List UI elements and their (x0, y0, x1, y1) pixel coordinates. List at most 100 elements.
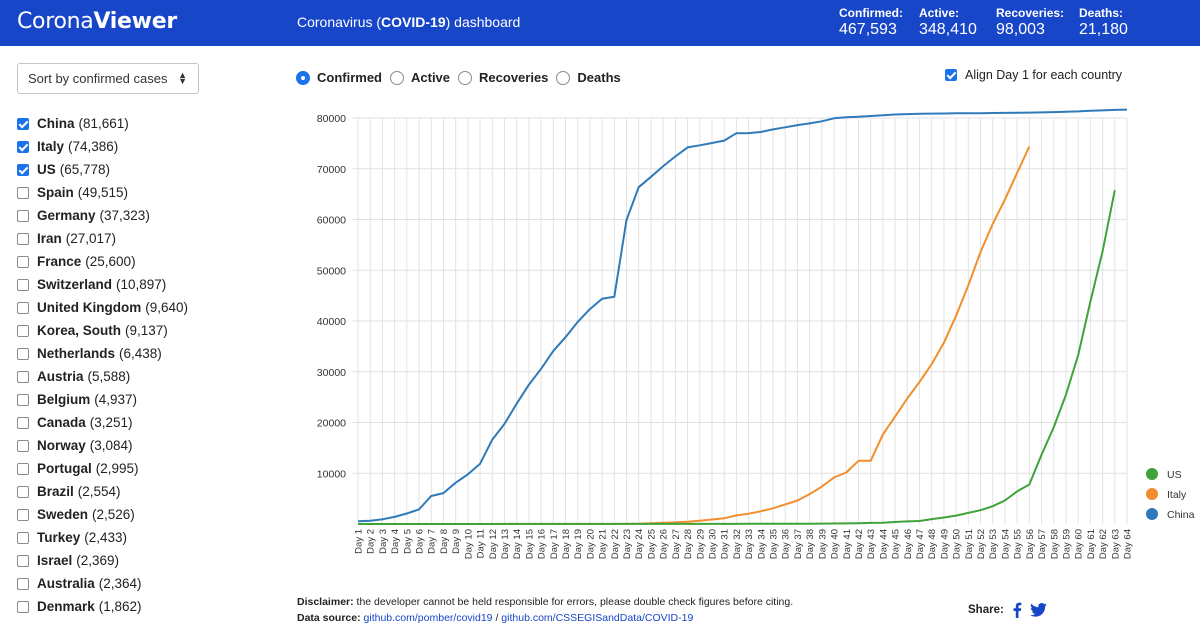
x-tick-label: Day 18 (561, 529, 572, 559)
x-tick-label: Day 55 (1013, 529, 1024, 559)
x-tick-label: Day 5 (402, 529, 413, 554)
country-item-australia[interactable]: Australia (2,364) (17, 572, 188, 595)
country-item-brazil[interactable]: Brazil (2,554) (17, 480, 188, 503)
x-tick-label: Day 30 (707, 529, 718, 559)
country-name: Netherlands (37, 346, 116, 361)
twitter-icon[interactable] (1029, 603, 1047, 617)
country-checkbox[interactable] (17, 370, 29, 383)
country-item-germany[interactable]: Germany (37,323) (17, 204, 188, 227)
country-checkbox[interactable] (17, 577, 29, 590)
country-item-spain[interactable]: Spain (49,515) (17, 181, 188, 204)
country-count: (5,588) (87, 369, 131, 384)
country-checkbox[interactable] (17, 531, 29, 544)
country-checkbox[interactable] (17, 209, 29, 222)
x-tick-label: Day 4 (390, 529, 401, 554)
country-checkbox[interactable] (17, 140, 29, 153)
x-tick-label: Day 27 (671, 529, 682, 559)
x-tick-label: Day 39 (817, 529, 828, 559)
brand-logo[interactable]: CoronaViewer (17, 9, 177, 34)
align-day1-checkbox[interactable] (945, 69, 957, 81)
country-item-turkey[interactable]: Turkey (2,433) (17, 526, 188, 549)
radio-button[interactable] (458, 70, 473, 85)
country-checkbox[interactable] (17, 255, 29, 268)
x-tick-label: Day 60 (1074, 529, 1085, 559)
metric-radio-confirmed[interactable]: Confirmed (296, 70, 382, 85)
country-item-france[interactable]: France (25,600) (17, 250, 188, 273)
country-item-united-kingdom[interactable]: United Kingdom (9,640) (17, 296, 188, 319)
radio-button[interactable] (296, 70, 310, 85)
country-item-netherlands[interactable]: Netherlands (6,438) (17, 342, 188, 365)
country-name: Korea, South (37, 323, 122, 338)
country-item-austria[interactable]: Austria (5,588) (17, 365, 188, 388)
x-tick-label: Day 42 (854, 529, 865, 559)
footer: Disclaimer: the developer cannot be held… (297, 594, 793, 626)
country-name: Spain (37, 185, 74, 200)
radio-button[interactable] (390, 70, 404, 85)
sort-select-label: Sort by confirmed cases (28, 71, 168, 86)
country-item-belgium[interactable]: Belgium (4,937) (17, 388, 188, 411)
country-checkbox[interactable] (17, 324, 29, 337)
country-checkbox[interactable] (17, 485, 29, 498)
country-checkbox[interactable] (17, 508, 29, 521)
country-checkbox[interactable] (17, 117, 29, 130)
country-name: Sweden (37, 507, 89, 522)
y-tick-label: 80000 (317, 113, 346, 125)
sort-select[interactable]: Sort by confirmed cases ▲ ▼ (17, 63, 199, 94)
metric-radio-active[interactable]: Active (390, 70, 450, 85)
x-tick-label: Day 37 (793, 529, 804, 559)
country-item-portugal[interactable]: Portugal (2,995) (17, 457, 188, 480)
metric-radio-deaths[interactable]: Deaths (556, 70, 621, 85)
country-checkbox[interactable] (17, 347, 29, 360)
y-tick-label: 70000 (317, 164, 346, 176)
country-checkbox[interactable] (17, 278, 29, 291)
x-tick-label: Day 23 (622, 529, 633, 559)
country-name: Canada (37, 415, 86, 430)
x-tick-label: Day 51 (964, 529, 975, 559)
country-item-italy[interactable]: Italy (74,386) (17, 135, 188, 158)
country-name: Iran (37, 231, 62, 246)
country-item-israel[interactable]: Israel (2,369) (17, 549, 188, 572)
radio-label: Confirmed (317, 70, 382, 85)
metric-radio-recoveries[interactable]: Recoveries (458, 70, 548, 85)
country-item-switzerland[interactable]: Switzerland (10,897) (17, 273, 188, 296)
country-checkbox[interactable] (17, 462, 29, 475)
x-tick-label: Day 38 (805, 529, 816, 559)
country-checkbox[interactable] (17, 554, 29, 567)
country-item-korea-south[interactable]: Korea, South (9,137) (17, 319, 188, 342)
stat-deaths: Deaths: 21,180 (1079, 6, 1128, 38)
radio-button[interactable] (556, 70, 571, 85)
x-tick-label: Day 59 (1061, 529, 1072, 559)
country-item-norway[interactable]: Norway (3,084) (17, 434, 188, 457)
country-checkbox[interactable] (17, 186, 29, 199)
country-count: (6,438) (119, 346, 162, 361)
country-checkbox[interactable] (17, 163, 29, 176)
country-checkbox[interactable] (17, 232, 29, 245)
x-tick-label: Day 22 (610, 529, 621, 559)
country-checkbox[interactable] (17, 301, 29, 314)
country-item-iran[interactable]: Iran (27,017) (17, 227, 188, 250)
country-item-denmark[interactable]: Denmark (1,862) (17, 595, 188, 618)
country-count: (10,897) (116, 277, 167, 292)
facebook-icon[interactable] (1012, 602, 1022, 618)
country-checkbox[interactable] (17, 439, 29, 452)
country-item-china[interactable]: China (81,661) (17, 112, 188, 135)
country-item-canada[interactable]: Canada (3,251) (17, 411, 188, 434)
source-link-pomber[interactable]: github.com/pomber/covid19 (363, 612, 493, 624)
country-count: (27,017) (65, 231, 117, 246)
country-name: US (37, 162, 56, 177)
x-tick-label: Day 49 (939, 529, 950, 559)
source-link-csse[interactable]: github.com/CSSEGISandData/COVID-19 (501, 612, 694, 624)
x-tick-label: Day 61 (1086, 529, 1097, 559)
x-tick-label: Day 44 (878, 529, 889, 559)
align-day1-option[interactable]: Align Day 1 for each country (945, 68, 1122, 82)
country-count: (2,526) (92, 507, 135, 522)
country-item-sweden[interactable]: Sweden (2,526) (17, 503, 188, 526)
country-checkbox[interactable] (17, 600, 29, 613)
country-checkbox[interactable] (17, 416, 29, 429)
country-item-us[interactable]: US (65,778) (17, 158, 188, 181)
x-tick-label: Day 8 (439, 529, 450, 554)
country-checkbox[interactable] (17, 393, 29, 406)
x-tick-label: Day 63 (1110, 529, 1121, 559)
x-tick-label: Day 19 (573, 529, 584, 559)
